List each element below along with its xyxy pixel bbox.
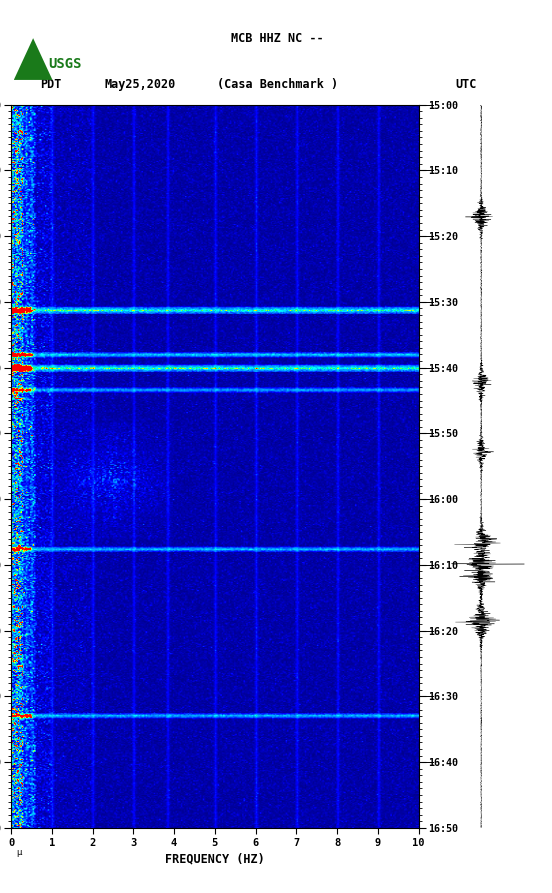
- Polygon shape: [14, 38, 52, 79]
- Text: MCB HHZ NC --: MCB HHZ NC --: [231, 32, 323, 46]
- X-axis label: FREQUENCY (HZ): FREQUENCY (HZ): [165, 853, 264, 865]
- Text: PDT: PDT: [40, 78, 62, 90]
- Text: (Casa Benchmark ): (Casa Benchmark ): [217, 78, 338, 90]
- Text: μ: μ: [17, 847, 22, 856]
- Text: USGS: USGS: [48, 57, 82, 71]
- Text: UTC: UTC: [456, 78, 477, 90]
- Text: May25,2020: May25,2020: [104, 78, 176, 90]
